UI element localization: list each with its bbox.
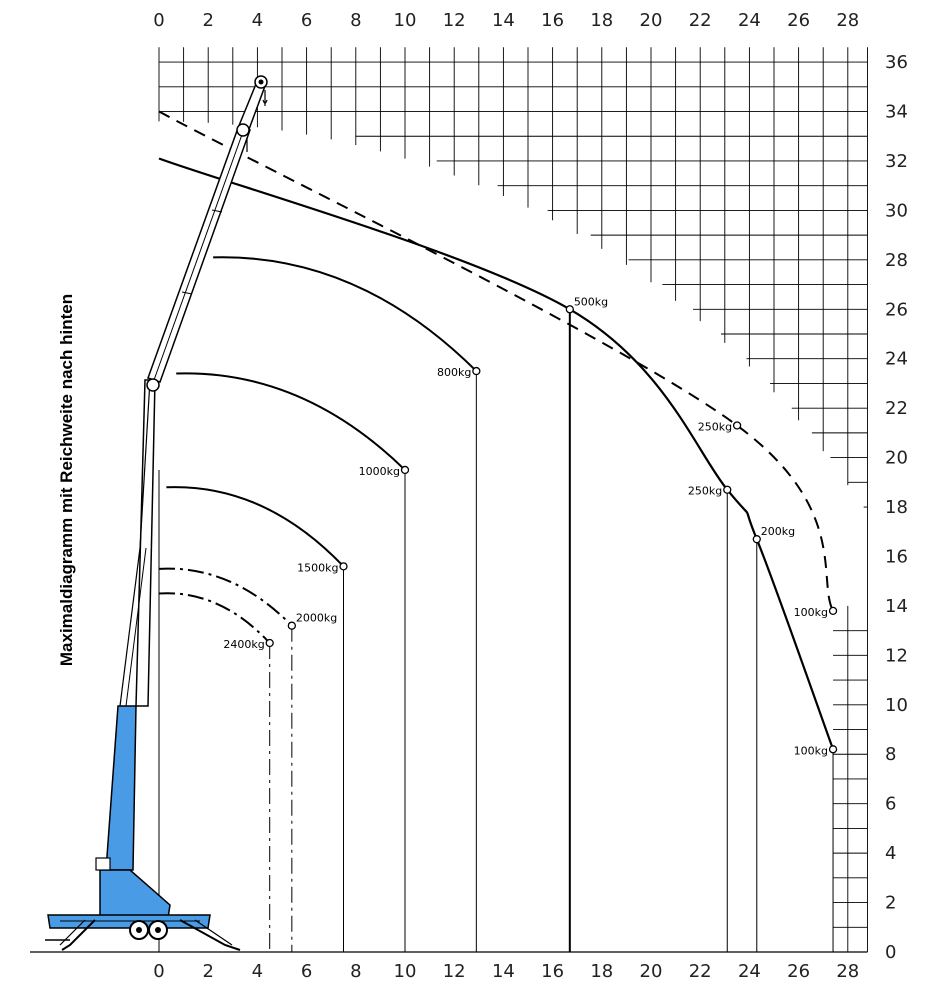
crane-outrigger-left — [61, 919, 96, 951]
x-tick-label-bottom: 4 — [252, 961, 263, 982]
crane-boom-lower-mast — [135, 379, 156, 707]
x-tick-label-top: 0 — [153, 10, 164, 31]
crane-lower-boom — [105, 705, 137, 871]
x-tick-label-top: 10 — [394, 10, 417, 31]
label-layer: 2400kg 2000kg 1500kg 1000kg 800kg 500kg 250kg 2… — [223, 295, 828, 757]
x-tick-label-bottom: 8 — [350, 961, 361, 982]
grid-layer — [158, 47, 868, 953]
load-point — [752, 535, 761, 544]
x-tick-label-bottom: 0 — [153, 961, 164, 982]
x-tick-label-top: 4 — [252, 10, 263, 31]
x-tick-label-bottom: 20 — [640, 961, 663, 982]
x-tick-label-bottom: 2 — [202, 961, 213, 982]
y-tick-label: 28 — [885, 250, 908, 271]
y-tick-label: 30 — [885, 200, 908, 221]
y-tick-label: 18 — [885, 497, 908, 518]
load-point — [287, 621, 296, 630]
y-tick-label: 12 — [885, 645, 908, 666]
x-tick-label-top: 6 — [301, 10, 312, 31]
series-curve-1000kg — [176, 372, 406, 471]
load-label: 2000kg — [296, 612, 337, 625]
load-point — [565, 305, 574, 314]
x-tick-label-top: 18 — [590, 10, 613, 31]
x-tick-label-bottom: 14 — [492, 961, 515, 982]
load-label: 250kg — [688, 485, 722, 498]
y-tick-label: 8 — [885, 744, 896, 765]
load-label: 1000kg — [359, 465, 400, 478]
x-tick-label-bottom: 24 — [738, 961, 761, 982]
load-point — [828, 745, 838, 754]
load-point — [339, 562, 348, 571]
load-point — [400, 465, 410, 475]
y-tick-label: 4 — [885, 843, 896, 864]
load-label: 250kg — [698, 420, 732, 433]
x-tick-label-bottom: 16 — [541, 961, 564, 982]
load-point — [472, 366, 481, 376]
y-tick-label: 16 — [885, 546, 908, 567]
x-tick-label-bottom: 28 — [836, 961, 859, 982]
series-curve-outer — [158, 110, 834, 612]
x-tick-label-bottom: 10 — [394, 961, 417, 982]
load-label: 100kg — [794, 606, 828, 619]
load-point — [732, 421, 742, 430]
y-tick-label: 36 — [885, 52, 908, 73]
x-tick-label-top: 8 — [350, 10, 361, 31]
x-tick-label-top: 16 — [541, 10, 564, 31]
y-tick-label: 26 — [885, 299, 908, 320]
load-label: 100kg — [794, 744, 828, 757]
y-tick-label: 6 — [885, 794, 896, 815]
y-tick-label: 0 — [885, 942, 896, 963]
load-point — [828, 606, 838, 616]
x-tick-label-bottom: 18 — [590, 961, 613, 982]
y-tick-label: 24 — [885, 349, 908, 370]
x-tick-label-top: 12 — [443, 10, 466, 31]
x-tick-label-bottom: 26 — [787, 961, 810, 982]
x-tick-label-top: 26 — [787, 10, 810, 31]
y-tick-label: 20 — [885, 448, 908, 469]
y-tick-label: 34 — [885, 102, 908, 123]
curve-layer — [158, 110, 835, 952]
x-tick-label-top: 24 — [738, 10, 761, 31]
load-label: 200kg — [761, 525, 795, 538]
x-tick-label-bottom: 6 — [301, 961, 312, 982]
series-curve-2400kg — [158, 592, 271, 644]
series-curve-1500kg — [166, 486, 345, 568]
x-tick-label-top: 20 — [640, 10, 663, 31]
y-tick-label: 14 — [885, 596, 908, 617]
y-tick-label: 2 — [885, 893, 896, 914]
load-label: 1500kg — [297, 561, 338, 574]
y-tick-label: 22 — [885, 398, 908, 419]
series-curve-2000kg — [158, 567, 293, 627]
x-tick-label-top: 14 — [492, 10, 515, 31]
y-tick-label: 10 — [885, 695, 908, 716]
load-label: 800kg — [437, 366, 471, 379]
x-tick-label-top: 22 — [689, 10, 712, 31]
side-title: Maximaldiagramm mit Reichweite nach hint… — [57, 293, 76, 667]
load-point — [723, 485, 732, 494]
x-tick-label-bottom: 22 — [689, 961, 712, 982]
crane-turret — [99, 869, 171, 919]
axis-layer: 0022446688101012121414161618182020222224… — [30, 10, 908, 982]
load-label: 500kg — [574, 295, 608, 308]
x-tick-label-top: 2 — [202, 10, 213, 31]
y-tick-label: 32 — [885, 151, 908, 172]
series-curve-800kg — [213, 256, 478, 372]
x-tick-label-bottom: 12 — [443, 961, 466, 982]
x-tick-label-top: 28 — [836, 10, 859, 31]
load-label: 2400kg — [223, 638, 264, 651]
load-point — [265, 638, 274, 648]
crane-outrigger-right — [179, 919, 241, 951]
crane-illustration — [45, 75, 268, 951]
series-curve-main — [158, 157, 835, 750]
point-layer — [265, 305, 838, 754]
